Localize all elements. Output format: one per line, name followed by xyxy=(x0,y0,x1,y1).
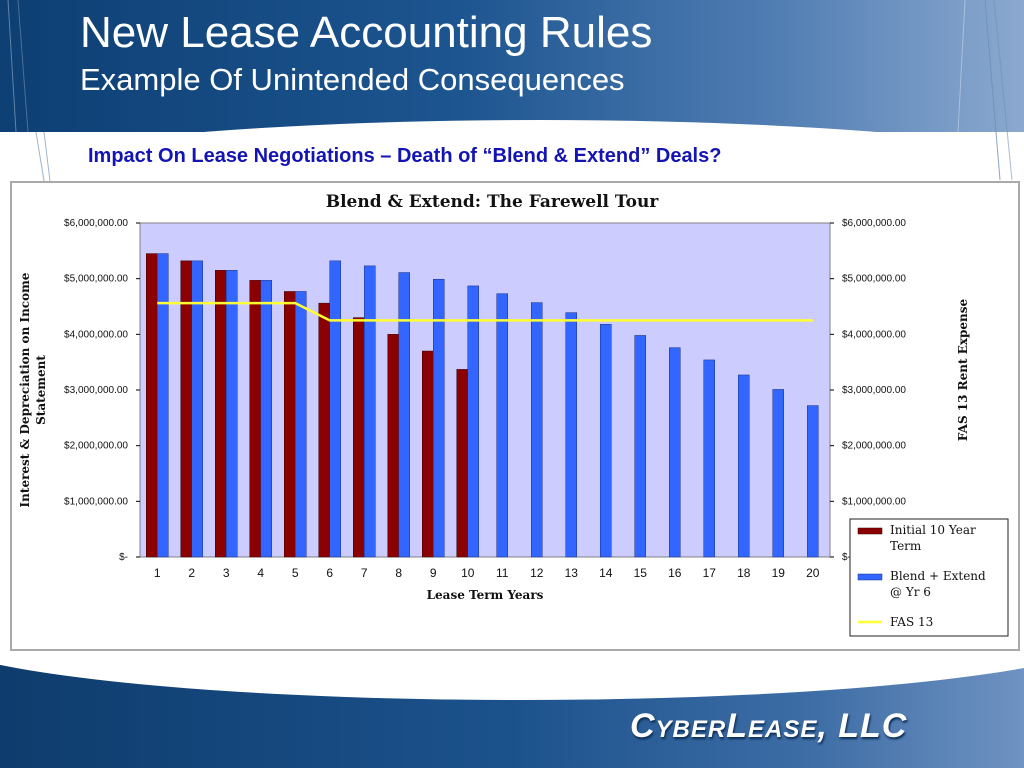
legend-swatch-blend xyxy=(857,573,883,581)
x-tick-label: 2 xyxy=(188,566,195,580)
bar-blend-extend xyxy=(772,389,784,558)
chart-legend: Initial 10 Year Term Blend + Extend @ Yr 6 F… xyxy=(849,518,1009,637)
bar-initial-term xyxy=(422,350,434,558)
footer-curve xyxy=(0,655,1024,700)
y-axis-title-right: FAS 13 Rent Expense xyxy=(956,298,970,441)
x-tick-label: 17 xyxy=(703,566,717,580)
bar-blend-extend xyxy=(531,302,543,558)
x-tick-label: 1 xyxy=(154,566,161,580)
x-tick-label: 6 xyxy=(326,566,333,580)
y-tick-label-right: $2,000,000.00 xyxy=(842,441,906,452)
title-banner: New Lease Accounting Rules Example Of Un… xyxy=(0,0,1024,132)
fas13-line xyxy=(157,301,813,322)
bar-blend-extend xyxy=(226,270,238,558)
bar-blend-extend xyxy=(634,335,646,558)
bar-blend-extend xyxy=(398,272,410,558)
bar-initial-term xyxy=(146,253,158,558)
x-tick-label: 10 xyxy=(461,566,475,580)
fas13-line-series xyxy=(157,301,813,322)
x-tick-label: 9 xyxy=(430,566,437,580)
x-tick-label: 5 xyxy=(292,566,299,580)
bar-blend-extend xyxy=(191,260,203,558)
chart-title: Blend & Extend: The Farewell Tour xyxy=(326,192,660,212)
lease-chart: Blend & Extend: The Farewell Tour $- $1,0… xyxy=(18,192,1009,637)
bar-blend-extend xyxy=(565,312,577,558)
bar-blend-extend xyxy=(260,280,272,558)
company-logo: CyberLease, LLC xyxy=(630,707,908,745)
bar-blend-extend xyxy=(329,260,341,558)
bar-blend-extend xyxy=(703,359,715,558)
x-tick-label: 16 xyxy=(668,566,682,580)
bar-blend-extend xyxy=(157,253,169,558)
bar-series xyxy=(146,253,819,558)
y-tick-label-right: $4,000,000.00 xyxy=(842,329,906,340)
y-axis-right: $- $1,000,000.00 $2,000,000.00 $3,000,000.0… xyxy=(830,218,906,563)
bar-initial-term xyxy=(353,317,365,558)
x-tick-label: 14 xyxy=(599,566,613,580)
bar-initial-term xyxy=(249,280,261,558)
bar-blend-extend xyxy=(467,285,479,558)
banner-curve xyxy=(0,120,1024,132)
footer-banner: CyberLease, LLC xyxy=(0,655,1024,768)
bar-initial-term xyxy=(456,369,468,558)
x-axis: 1 2 3 4 5 6 7 8 9 10 11 12 13 14 15 16 17 18 19 20 xyxy=(154,566,820,580)
y-axis-title-left-line: Statement xyxy=(34,355,48,425)
bar-initial-term xyxy=(387,334,399,558)
x-tick-label: 3 xyxy=(223,566,230,580)
bar-blend-extend xyxy=(496,293,508,558)
legend-label-initial: Initial 10 Year Term xyxy=(890,523,976,553)
x-tick-label: 7 xyxy=(361,566,368,580)
slide-title: New Lease Accounting Rules xyxy=(80,8,653,57)
x-tick-label: 8 xyxy=(395,566,402,580)
x-tick-label: 20 xyxy=(806,566,820,580)
y-tick-label-left: $6,000,000.00 xyxy=(64,218,128,229)
x-tick-label: 11 xyxy=(496,566,509,580)
legend-label-fas13: FAS 13 xyxy=(890,615,933,629)
bar-blend-extend xyxy=(669,347,681,558)
y-tick-label-left: $3,000,000.00 xyxy=(64,385,128,396)
y-tick-label-right: $5,000,000.00 xyxy=(842,274,906,285)
bar-initial-term xyxy=(318,302,330,558)
y-tick-label-left: $4,000,000.00 xyxy=(64,329,128,340)
y-tick-label-left: $- xyxy=(119,552,128,563)
x-tick-label: 19 xyxy=(772,566,786,580)
y-axis-title-left-line: Interest & Depreciation on Income xyxy=(18,272,32,507)
bar-blend-extend xyxy=(600,324,612,558)
plot-area xyxy=(139,222,831,558)
y-tick-label-left: $5,000,000.00 xyxy=(64,274,128,285)
bar-blend-extend xyxy=(807,405,819,558)
y-tick-label-right: $6,000,000.00 xyxy=(842,218,906,229)
legend-swatch-initial xyxy=(857,527,883,535)
x-axis-title: Lease Term Years xyxy=(427,588,544,602)
bar-blend-extend xyxy=(295,291,307,558)
bar-blend-extend xyxy=(364,265,376,558)
x-tick-label: 4 xyxy=(257,566,264,580)
y-tick-label-right: $1,000,000.00 xyxy=(842,496,906,507)
legend-label-blend: Blend + Extend @ Yr 6 xyxy=(890,569,986,599)
y-tick-label-left: $1,000,000.00 xyxy=(64,496,128,507)
slide-subtitle: Example Of Unintended Consequences xyxy=(80,62,625,97)
x-tick-label: 15 xyxy=(634,566,648,580)
x-tick-label: 12 xyxy=(530,566,544,580)
bar-blend-extend xyxy=(433,278,445,558)
chart-panel: Blend & Extend: The Farewell Tour $- $1,0… xyxy=(10,181,1020,651)
y-tick-label-right: $- xyxy=(842,552,851,563)
bar-initial-term xyxy=(215,270,227,558)
x-tick-label: 18 xyxy=(737,566,751,580)
y-axis-title-left: Interest & Depreciation on Income Stateme… xyxy=(18,272,48,507)
impact-heading: Impact On Lease Negotiations – Death of … xyxy=(88,145,722,167)
bar-blend-extend xyxy=(738,374,750,558)
bar-initial-term xyxy=(180,260,192,558)
bar-initial-term xyxy=(284,291,296,558)
y-tick-label-left: $2,000,000.00 xyxy=(64,441,128,452)
x-tick-label: 13 xyxy=(565,566,579,580)
y-tick-label-right: $3,000,000.00 xyxy=(842,385,906,396)
y-axis-left: $- $1,000,000.00 $2,000,000.00 $3,000,000.0… xyxy=(64,218,140,563)
